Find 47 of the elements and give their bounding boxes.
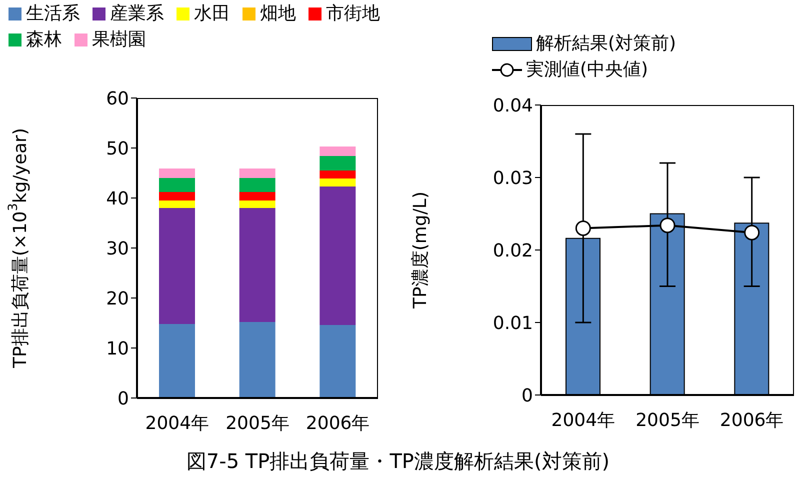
- y-axis-title: TP濃度(mg/L): [410, 192, 430, 310]
- y-tick-label: 0: [118, 388, 129, 410]
- y-tick-label: 50: [106, 138, 129, 160]
- bar: [239, 178, 276, 192]
- y-tick-label: 30: [106, 238, 129, 260]
- bar: [159, 208, 195, 324]
- legend-label: 畑地: [260, 2, 296, 26]
- bar: [239, 168, 276, 178]
- bar: [159, 192, 195, 200]
- bar: [320, 146, 356, 156]
- legend-label: 果樹園: [92, 28, 146, 52]
- bar: [320, 156, 356, 170]
- x-tick-label: 2006年: [306, 412, 370, 434]
- bar: [320, 186, 356, 325]
- legend-label: 水田: [194, 2, 230, 26]
- y-tick-label: 10: [106, 338, 129, 360]
- caption: 図7-5 TP排出負荷量・TP濃度解析結果(対策前): [185, 448, 611, 475]
- legend-label: 産業系: [110, 2, 164, 26]
- y-tick-label: 0.03: [492, 168, 533, 189]
- bar: [239, 322, 276, 398]
- bar: [159, 168, 195, 178]
- bar: [239, 192, 276, 200]
- y-tick-label: 60: [106, 88, 129, 110]
- y-tick-label: 40: [106, 188, 129, 210]
- bar: [159, 178, 195, 192]
- bar: [159, 200, 195, 208]
- x-tick-label: 2005年: [226, 412, 290, 434]
- x-tick-label: 2006年: [720, 410, 784, 431]
- x-tick-label: 2004年: [551, 410, 616, 431]
- y-tick-label: 20: [106, 288, 129, 310]
- legend-label: 実測値(中央値): [526, 58, 648, 82]
- y-tick-label: 0.04: [492, 95, 533, 116]
- x-tick-label: 2004年: [145, 412, 210, 434]
- legend-label: 解析結果(対策前): [536, 32, 676, 56]
- bar: [320, 170, 356, 178]
- y-tick-label: 0.01: [492, 312, 533, 334]
- y-tick-label: 0.02: [492, 240, 533, 262]
- bar: [239, 208, 276, 322]
- bar: [320, 325, 356, 398]
- bar: [159, 324, 195, 398]
- bar: [239, 200, 276, 208]
- x-tick-label: 2005年: [636, 410, 700, 431]
- legend-label: 市街地: [326, 2, 380, 26]
- bar: [320, 178, 356, 186]
- legend-label: 森林: [26, 28, 62, 52]
- legend-label: 生活系: [26, 2, 80, 26]
- y-tick-label: 0: [522, 385, 533, 406]
